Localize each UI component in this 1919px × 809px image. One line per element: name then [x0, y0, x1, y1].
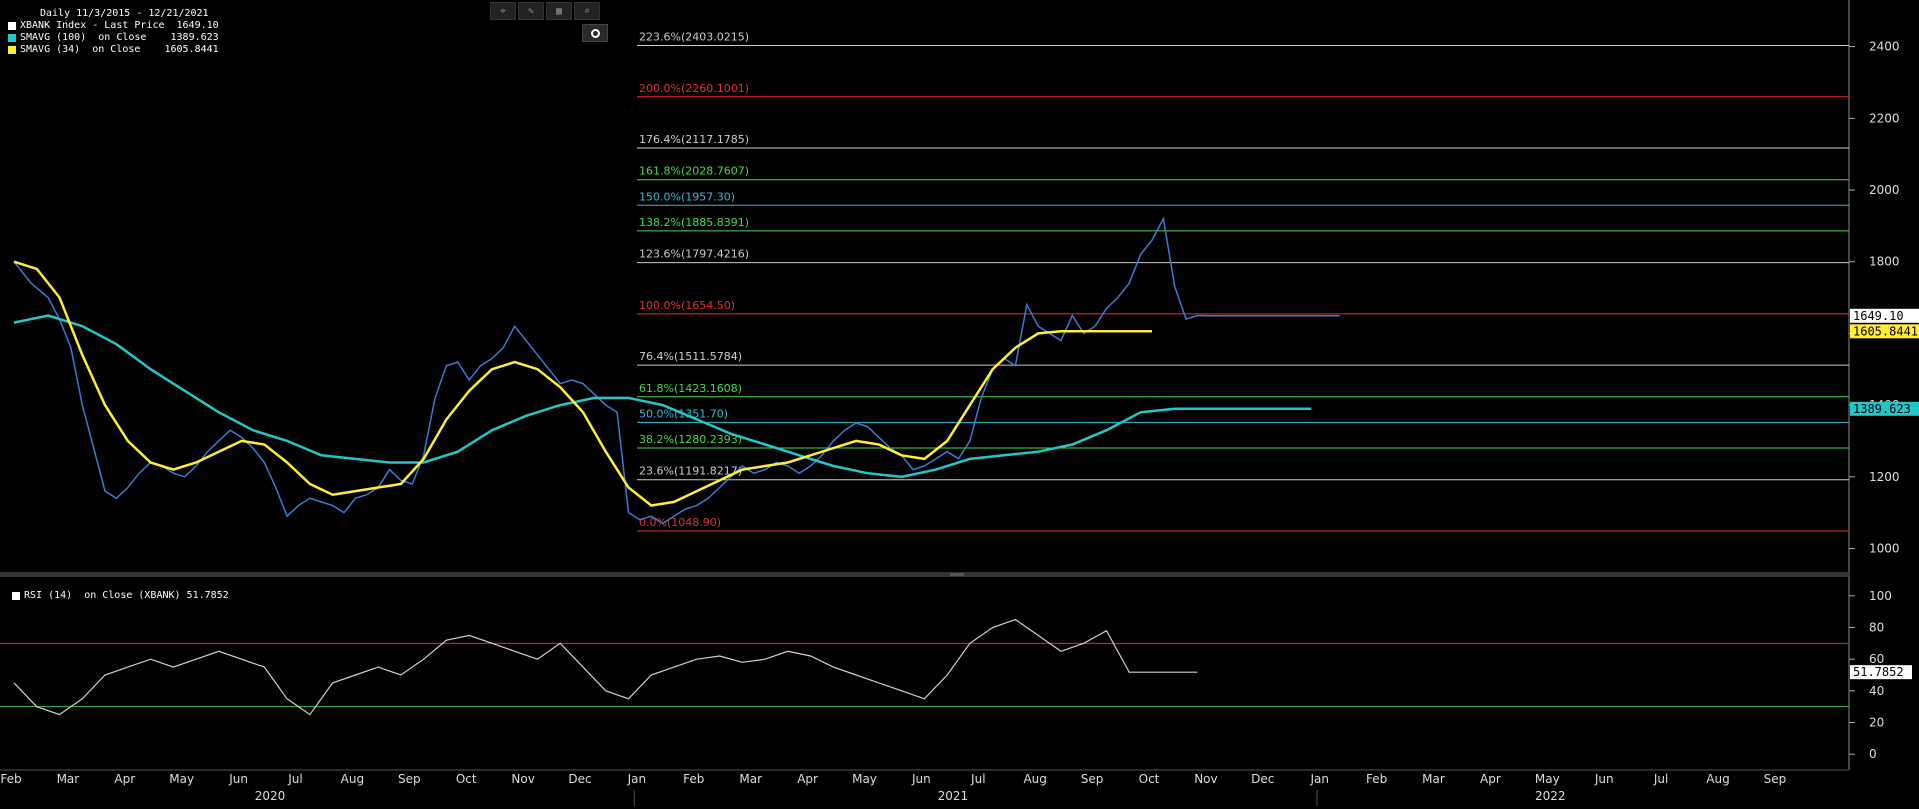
chart-toolbar: ⌖ ✎ ▦ ⌕	[490, 2, 600, 20]
price-series-0	[13, 216, 1340, 525]
month-label-23: Jan	[1309, 772, 1329, 786]
legend-label-sma100: SMAVG (100) on Close 1389.623	[20, 32, 219, 43]
price-tick-label-0: 1000	[1869, 541, 1900, 555]
camera-lens	[590, 28, 600, 38]
month-label-3: May	[169, 772, 194, 786]
price-tick-label-5: 2000	[1869, 183, 1900, 197]
month-label-27: May	[1535, 772, 1560, 786]
pen-icon[interactable]: ✎	[518, 2, 544, 20]
month-label-14: Apr	[797, 772, 818, 786]
legend-item-sma34[interactable]: SMAVG (34) on Close 1605.8441	[8, 44, 219, 56]
month-label-1: Mar	[57, 772, 80, 786]
month-label-5: Jul	[287, 772, 302, 786]
fib-label-8: 76.4%(1511.5784)	[639, 350, 742, 363]
fib-label-3: 161.8%(2028.7607)	[639, 165, 749, 178]
chart-grid-icon[interactable]: ▦	[546, 2, 572, 20]
month-label-26: Apr	[1480, 772, 1501, 786]
rsi-legend-swatch	[12, 591, 20, 600]
month-label-17: Jul	[970, 772, 985, 786]
fib-label-11: 38.2%(1280.2393)	[639, 433, 742, 446]
month-label-24: Feb	[1366, 772, 1387, 786]
rsi-series-0	[13, 618, 1198, 716]
month-label-15: May	[852, 772, 877, 786]
price-series-2	[13, 260, 1152, 507]
legend-swatch-price	[8, 22, 16, 30]
year-label-0: 2020	[255, 789, 286, 803]
month-label-20: Oct	[1139, 772, 1160, 786]
legend-swatch-sma100	[8, 34, 16, 42]
rsi-panel: 0 20 40 60 80 100 51.7852	[0, 589, 1912, 761]
month-label-0: Feb	[0, 772, 21, 786]
legend-label-price: XBANK Index - Last Price 1649.10	[20, 20, 219, 31]
rsi-legend-label: RSI (14) on Close (XBANK) 51.7852	[24, 590, 229, 601]
price-tag-bg-2	[1850, 401, 1919, 416]
price-tick-label-1: 1200	[1869, 470, 1900, 484]
legend-item-price[interactable]: XBANK Index - Last Price 1649.10	[8, 20, 219, 32]
fib-label-5: 138.2%(1885.8391)	[639, 216, 749, 229]
month-label-31: Sep	[1764, 772, 1787, 786]
rsi-tick-label-2: 40	[1869, 684, 1884, 698]
month-label-11: Jan	[627, 772, 647, 786]
month-label-19: Sep	[1081, 772, 1104, 786]
month-label-18: Aug	[1023, 772, 1046, 786]
month-label-21: Nov	[1194, 772, 1217, 786]
fib-label-9: 61.8%(1423.1608)	[639, 382, 742, 395]
year-label-1: 2021	[938, 789, 969, 803]
price-tag-bg-1	[1850, 324, 1919, 339]
fib-label-2: 176.4%(2117.1785)	[639, 133, 749, 146]
month-label-9: Nov	[511, 772, 534, 786]
month-label-22: Dec	[1251, 772, 1274, 786]
camera-icon[interactable]	[582, 24, 608, 42]
month-label-29: Jul	[1653, 772, 1668, 786]
rsi-legend: RSI (14) on Close (XBANK) 51.7852	[12, 590, 229, 601]
fib-label-7: 100.0%(1654.50)	[639, 299, 735, 312]
rsi-tag-bg	[1850, 665, 1912, 680]
panel-divider[interactable]	[0, 572, 1849, 577]
rsi-tick-label-1: 20	[1869, 716, 1884, 730]
month-label-2: Apr	[114, 772, 135, 786]
price-tag-2: 1389.623	[1853, 402, 1911, 416]
fib-label-6: 123.6%(1797.4216)	[639, 248, 749, 261]
crosshair-icon[interactable]: ⌖	[490, 2, 516, 20]
year-label-2: 2022	[1535, 789, 1566, 803]
x-axis: Feb Mar Apr May Jun Jul Aug Sep Oct Nov Dec Jan Feb M…	[0, 769, 1849, 806]
month-label-4: Jun	[228, 772, 248, 786]
price-tick-label-6: 2200	[1869, 111, 1900, 125]
price-legend: Daily 11/3/2015 - 12/21/2021 XBANK Index…	[8, 8, 219, 56]
month-label-12: Feb	[683, 772, 704, 786]
rsi-tick-label-0: 0	[1869, 747, 1877, 761]
legend-item-sma100[interactable]: SMAVG (100) on Close 1389.623	[8, 32, 219, 44]
divider-handle[interactable]	[950, 573, 964, 576]
fib-label-12: 23.6%(1191.8217)	[639, 465, 742, 478]
rsi-tick-label-3: 60	[1869, 652, 1884, 666]
legend-swatch-sma34	[8, 46, 16, 54]
rsi-tick-label-4: 80	[1869, 621, 1884, 635]
month-label-10: Dec	[568, 772, 591, 786]
rsi-tag: 51.7852	[1853, 665, 1904, 679]
month-label-6: Aug	[341, 772, 364, 786]
fib-label-4: 150.0%(1957.30)	[639, 190, 735, 203]
price-series-1	[13, 314, 1312, 479]
legend-title: Daily 11/3/2015 - 12/21/2021	[40, 8, 209, 19]
month-label-28: Jun	[1594, 772, 1614, 786]
fib-label-1: 200.0%(2260.1001)	[639, 82, 749, 95]
month-label-16: Jun	[911, 772, 931, 786]
fib-label-13: 0.0%(1048.90)	[639, 516, 721, 529]
legend-label-sma34: SMAVG (34) on Close 1605.8441	[20, 44, 219, 55]
rsi-tick-label-5: 100	[1869, 589, 1892, 603]
month-label-13: Mar	[739, 772, 762, 786]
month-label-30: Aug	[1706, 772, 1729, 786]
price-tick-label-4: 1800	[1869, 255, 1900, 269]
price-tick-label-7: 2400	[1869, 40, 1900, 54]
price-tag-0: 1649.10	[1853, 309, 1904, 323]
magnifier-icon[interactable]: ⌕	[574, 2, 600, 20]
price-tag-1: 1605.8441	[1853, 324, 1918, 338]
price-panel: 10001200140016001800200022002400223.6%(2…	[13, 0, 1919, 770]
month-label-7: Sep	[398, 772, 421, 786]
fib-label-0: 223.6%(2403.0215)	[639, 31, 749, 44]
price-tag-bg-0	[1850, 308, 1919, 323]
month-label-8: Oct	[456, 772, 477, 786]
month-label-25: Mar	[1422, 772, 1445, 786]
